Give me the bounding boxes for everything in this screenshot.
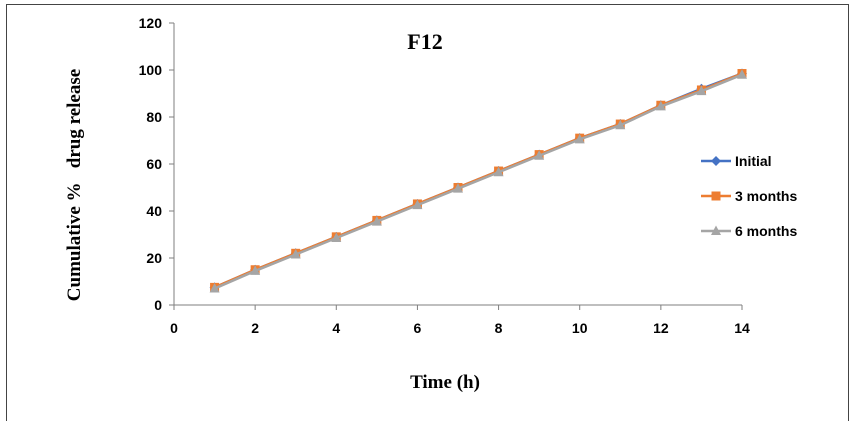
x-tick-label: 0 <box>170 320 178 336</box>
series-3 <box>209 69 747 293</box>
y-axis-label: Cumulative % drug release <box>64 69 85 301</box>
data-point <box>453 183 463 193</box>
data-point <box>696 85 707 96</box>
legend: Initial 3 months 6 months <box>701 153 797 239</box>
y-tick-label: 20 <box>146 250 162 266</box>
series-line <box>214 73 743 290</box>
x-tick-label: 10 <box>572 320 588 336</box>
data-point <box>371 216 382 226</box>
legend-marker <box>711 156 721 166</box>
x-tick-label: 6 <box>414 320 422 336</box>
legend-label: 3 months <box>735 188 797 204</box>
x-axis-label: Time (h) <box>410 372 480 393</box>
chart-title: F12 <box>407 29 442 54</box>
legend-item: Initial <box>701 153 772 169</box>
line-chart: F12 Cumulative % drug release Time (h) 0… <box>64 15 797 393</box>
legend-marker <box>711 191 721 201</box>
y-tick-label: 80 <box>146 109 162 125</box>
legend-label: Initial <box>735 153 772 169</box>
data-point <box>574 133 585 144</box>
legend-label: 6 months <box>735 223 797 239</box>
series-layer <box>209 68 747 293</box>
x-tick-label: 2 <box>251 320 259 336</box>
data-point <box>290 248 301 259</box>
x-tick-label: 4 <box>332 320 340 336</box>
x-tick-label: 14 <box>734 320 750 336</box>
y-tick-label: 120 <box>139 15 163 31</box>
legend-item: 3 months <box>701 188 797 204</box>
legend-item: 6 months <box>701 223 797 239</box>
data-point <box>412 199 423 210</box>
y-tick-label: 40 <box>146 203 162 219</box>
data-point <box>331 232 342 243</box>
x-tick-label: 12 <box>653 320 669 336</box>
data-point <box>615 119 626 130</box>
y-tick-label: 0 <box>154 297 162 313</box>
data-point <box>493 166 504 177</box>
y-tick-label: 60 <box>146 156 162 172</box>
axes: 0 20 40 60 80 100 120 0 2 4 6 8 10 12 14 <box>139 15 750 336</box>
data-point <box>655 100 666 111</box>
y-tick-label: 100 <box>139 62 163 78</box>
chart-frame: F12 Cumulative % drug release Time (h) 0… <box>6 4 849 421</box>
data-point <box>209 283 220 293</box>
legend-marker <box>711 225 721 235</box>
data-point <box>534 150 545 160</box>
data-point <box>250 265 261 275</box>
data-point <box>737 69 747 79</box>
x-tick-label: 8 <box>495 320 503 336</box>
